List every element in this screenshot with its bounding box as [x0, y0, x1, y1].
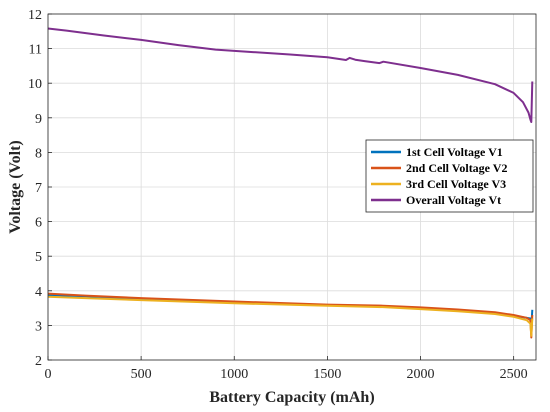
x-tick-label: 1500 — [313, 367, 341, 382]
legend-label: 2nd Cell Voltage V2 — [406, 161, 507, 175]
y-tick-label: 10 — [28, 77, 42, 92]
x-tick-label: 0 — [45, 367, 52, 382]
y-tick-label: 5 — [35, 250, 42, 265]
x-tick-label: 2500 — [500, 367, 528, 382]
series-line-2 — [47, 292, 534, 339]
x-ticks: 0 500 1000 1500 2000 2500 — [45, 356, 528, 382]
y-tick-label: 4 — [35, 285, 42, 300]
x-tick-label: 2000 — [407, 367, 435, 382]
series-line-3 — [47, 295, 534, 337]
legend: 1st Cell Voltage V1 2nd Cell Voltage V2 3r… — [365, 139, 534, 213]
y-tick-label: 12 — [28, 8, 42, 23]
x-tick-label: 500 — [131, 367, 152, 382]
y-ticks: 2 3 4 5 6 7 8 9 10 11 12 — [28, 8, 52, 369]
y-tick-label: 3 — [35, 319, 42, 334]
y-axis-label: Voltage (Volt) — [7, 140, 24, 233]
y-tick-label: 8 — [35, 146, 42, 161]
y-tick-label: 7 — [35, 181, 42, 196]
x-tick-label: 1000 — [220, 367, 248, 382]
series-line-4 — [47, 27, 534, 123]
y-tick-label: 6 — [35, 216, 42, 231]
series-lines — [47, 27, 534, 339]
legend-label: Overall Voltage Vt — [406, 193, 501, 207]
legend-label: 1st Cell Voltage V1 — [406, 145, 503, 159]
y-tick-label: 9 — [35, 112, 42, 127]
y-tick-label: 2 — [35, 354, 42, 369]
x-axis-label: Battery Capacity (mAh) — [209, 389, 374, 406]
legend-label: 3rd Cell Voltage V3 — [406, 177, 506, 191]
y-tick-label: 11 — [29, 43, 42, 58]
